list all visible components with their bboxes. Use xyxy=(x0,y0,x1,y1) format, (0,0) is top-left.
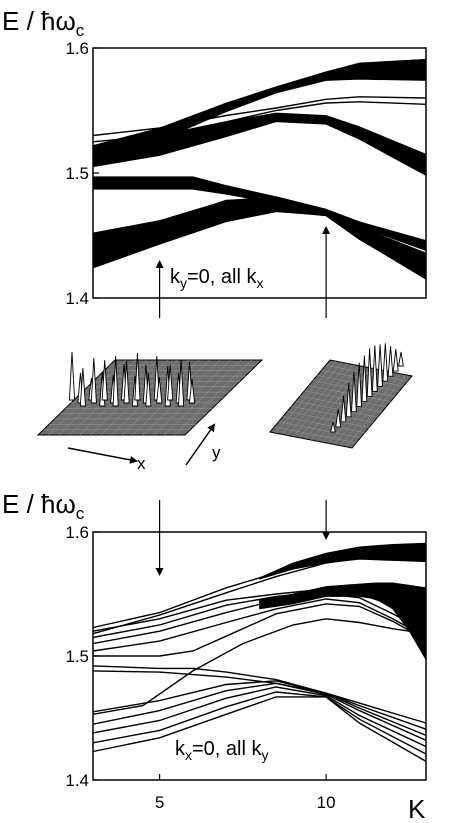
top-series-line-12 xyxy=(92,68,427,153)
surface-left-spike-10 xyxy=(123,360,130,404)
top-ytick-label-1: 1.5 xyxy=(65,164,89,183)
surface-right-spike-8 xyxy=(371,345,378,392)
surface-right-spike-0 xyxy=(330,421,336,433)
bottom-ylabel: E / ħωc xyxy=(2,489,85,523)
top-series-line-13 xyxy=(92,77,427,149)
bot-xtick-label-0: 5 xyxy=(155,793,164,812)
surface-right-spike-1 xyxy=(335,408,342,428)
surface-right-spike-9 xyxy=(377,344,383,387)
top-y-ticks: 1.6 1.5 1.4 xyxy=(65,39,99,308)
axis-y-label: y xyxy=(212,443,221,462)
top-annotation: ky=0, all kx xyxy=(170,266,263,291)
bottom-annotation: kx=0, all ky xyxy=(175,738,268,763)
top-series-line-10 xyxy=(92,96,427,137)
surface-left-spike-2 xyxy=(79,367,86,407)
bot-ytick-label-0: 1.6 xyxy=(65,523,89,542)
bot-series-line-3 xyxy=(92,691,427,755)
bot-series-line-14 xyxy=(92,557,427,635)
bot-series-line-13 xyxy=(92,543,427,629)
bot-ytick-label-2: 1.4 xyxy=(65,771,89,790)
bot-series-line-2 xyxy=(92,686,427,748)
surface-right-spike-12 xyxy=(392,349,399,372)
surface-right-spike-4 xyxy=(351,371,357,413)
surface-left-spike-14 xyxy=(145,372,152,407)
top-series-group xyxy=(92,58,427,280)
surface-right-grid-v-7 xyxy=(310,367,372,441)
bottom-series-group xyxy=(92,542,427,763)
surface-left-grid-v-13 xyxy=(174,359,252,436)
x-axis-arrow: x xyxy=(67,447,146,473)
top-series-line-8 xyxy=(92,119,427,175)
bot-ytick-label-1: 1.5 xyxy=(65,647,89,666)
surface-right-spike-2 xyxy=(340,395,347,423)
surface-right-grid-v-13 xyxy=(345,374,407,448)
surface-left-spike-20 xyxy=(178,359,185,407)
bot-series-line-12 xyxy=(92,585,427,632)
bot-series-line-6 xyxy=(92,665,427,724)
top-ytick-label-2: 1.4 xyxy=(65,289,89,308)
bot-series-line-9 xyxy=(92,598,427,652)
bot-series-line-8 xyxy=(93,603,427,657)
axis-x-label: x xyxy=(137,454,146,473)
top-series-line-11 xyxy=(92,59,427,158)
surface-left-grid-v-12 xyxy=(163,359,242,436)
top-series-line-2 xyxy=(92,205,427,274)
surface-left xyxy=(36,351,264,436)
surface-right-grid-v-11 xyxy=(334,372,395,445)
surface-right-grid-u-12 xyxy=(321,370,404,387)
surface-right-grid-v-12 xyxy=(340,373,401,446)
bottom-x-ticks: 5 10 xyxy=(155,774,336,812)
y-axis-arrow: y xyxy=(185,423,221,466)
top-series-line-5 xyxy=(93,177,427,243)
bot-xtick-label-1: 10 xyxy=(317,793,336,812)
surface-left-spike-0 xyxy=(68,351,76,401)
surface-right xyxy=(269,343,413,449)
surface-left-spike-16 xyxy=(156,376,163,404)
surface-right-spike-11 xyxy=(387,346,394,377)
surface-right-spike-10 xyxy=(382,343,389,382)
surface-right-spike-3 xyxy=(345,382,352,418)
top-series-line-1 xyxy=(92,202,427,264)
top-ytick-label-0: 1.6 xyxy=(65,39,89,58)
surface-left-spike-18 xyxy=(167,364,174,401)
surface-left-spike-4 xyxy=(90,357,97,404)
bottom-y-ticks: 1.6 1.5 1.4 xyxy=(65,523,99,790)
bot-series-line-0 xyxy=(92,680,427,737)
bot-series-line-4 xyxy=(92,696,427,763)
top-plot-frame xyxy=(92,47,427,299)
top-series-line-3 xyxy=(92,209,427,279)
surface-right-grid-u-13 xyxy=(325,364,408,382)
top-chart: E / ħωc 1.6 1.5 1.4 ky=0, all kx xyxy=(2,6,427,318)
bot-series-line-10 xyxy=(92,593,427,645)
bottom-xlabel: K xyxy=(408,794,426,823)
surface-right-spike-7 xyxy=(366,348,373,397)
surface-left-spike-8 xyxy=(112,355,119,407)
surface-left-spike-22 xyxy=(188,378,196,404)
surface-right-grid-u-8 xyxy=(304,390,387,408)
surface-left-spike-6 xyxy=(101,359,108,401)
top-arrows xyxy=(155,226,331,318)
bot-series-line-11 xyxy=(92,590,427,639)
surface-right-spike-5 xyxy=(356,362,363,408)
surface-left-spike-12 xyxy=(134,352,141,401)
surface-right-spike-6 xyxy=(361,355,368,402)
bottom-chart: E / ħωc 1.6 1.5 1.4 5 10 kx=0, all ky K xyxy=(2,489,427,823)
top-ylabel: E / ħωc xyxy=(2,6,85,40)
bot-series-line-5 xyxy=(92,670,427,730)
bot-series-line-7 xyxy=(92,618,427,715)
top-series-line-4 xyxy=(93,184,427,249)
bottom-arrows xyxy=(155,500,331,576)
surface-plots: x y xyxy=(36,343,413,473)
top-series-line-7 xyxy=(92,116,427,168)
top-series-line-9 xyxy=(92,101,427,143)
surface-right-spike-13 xyxy=(398,351,404,367)
